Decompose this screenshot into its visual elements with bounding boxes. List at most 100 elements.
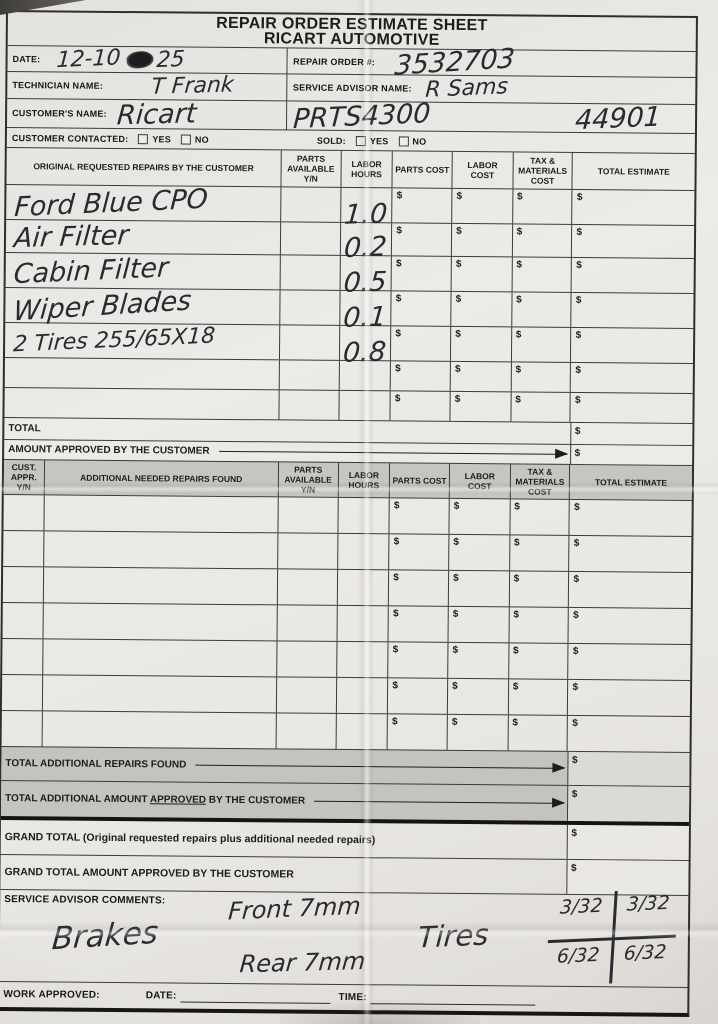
grand-total-row: GRAND TOTAL (Original requested repairs … (0, 815, 689, 860)
col-labor-hours: LABOR HOURS (337, 462, 390, 498)
dollar-sign: $ (452, 644, 459, 656)
dollar-sign: $ (392, 608, 399, 620)
dollar-sign: $ (393, 536, 400, 548)
tread-front-right: 3/32 (611, 888, 679, 938)
total-additional-approved-row: TOTAL ADDITIONAL AMOUNT APPROVED BY THE … (0, 779, 690, 822)
grand-total-approved-label: GRAND TOTAL AMOUNT APPROVED BY THE CUSTO… (4, 866, 294, 881)
sold-yes-checkbox (355, 135, 366, 146)
footer-time-label: TIME: (338, 991, 367, 1004)
handwritten-advisor-name: R Sams (424, 74, 510, 103)
dollar-sign: $ (452, 680, 458, 692)
total-additional-approved-cell: $ (566, 785, 690, 822)
grand-total-approved-row: GRAND TOTAL AMOUNT APPROVED BY THE CUSTO… (0, 853, 689, 895)
dollar-sign: $ (516, 226, 523, 238)
dollar-sign: $ (393, 500, 400, 512)
table-row: Air Filter 0.2 $ $ $ $ (5, 219, 695, 264)
service-advisor-comments: SERVICE ADVISOR COMMENTS: Brakes Front 7… (0, 888, 689, 987)
dollar-sign: $ (575, 394, 581, 407)
col-parts-available: PARTS AVAILABLE Y/N (280, 150, 341, 187)
dollar-sign: $ (513, 537, 520, 549)
sold-no-checkbox (398, 135, 409, 147)
table-row: $ $ $ $ (2, 601, 691, 644)
dollar-sign: $ (455, 328, 461, 340)
dollar-sign: $ (512, 717, 519, 729)
table-row: Ford Blue CPO 1.0 $ $ $ $ (6, 183, 695, 231)
col-original-repairs: ORIGINAL REQUESTED REPAIRS BY THE CUSTOM… (33, 161, 254, 174)
tread-front-left: 3/32 (559, 894, 604, 919)
dollar-sign: $ (395, 363, 401, 375)
table-row: $ $ $ $ (4, 387, 693, 424)
dollar-sign: $ (515, 394, 521, 406)
dollar-sign: $ (576, 259, 582, 272)
handwritten-date: 12-10 (55, 44, 122, 73)
dollar-sign: $ (573, 573, 580, 586)
work-approved-label: WORK APPROVED: (3, 989, 100, 1001)
original-table-header: ORIGINAL REQUESTED REPAIRS BY THE CUSTOM… (6, 147, 695, 191)
col-labor-cost: LABOR COST (448, 463, 510, 499)
total-label: TOTAL (8, 423, 41, 435)
dollar-sign: $ (395, 293, 402, 305)
handwritten-front-measurement: Front 7mm (227, 891, 362, 926)
dollar-sign: $ (391, 716, 398, 728)
time-signature-line (370, 991, 536, 1006)
dollar-sign: $ (576, 191, 583, 204)
dollar-sign: $ (396, 190, 403, 202)
contacted-no-checkbox (180, 134, 192, 145)
arrow-line-icon (314, 800, 564, 804)
col-parts-cost: PARTS COST (391, 151, 452, 188)
dollar-sign: $ (572, 717, 578, 730)
dollar-sign: $ (455, 258, 462, 270)
dollar-sign: $ (514, 501, 520, 513)
dollar-sign: $ (392, 644, 399, 656)
amount-approved-label: AMOUNT APPROVED BY THE CUSTOMER (8, 444, 210, 457)
handwritten-repair-description: Wiper Blades (12, 284, 193, 327)
handwritten-repair-description: 2 Tires 255/65X18 (12, 323, 216, 358)
grand-total-label: GRAND TOTAL (Original requested repairs … (4, 831, 376, 847)
dollar-sign: $ (455, 293, 462, 305)
table-row: $ $ $ $ (2, 637, 691, 680)
col-tax-materials: TAX & MATERIALS COST (512, 152, 573, 189)
dollar-sign: $ (516, 294, 522, 306)
dollar-sign: $ (571, 827, 577, 840)
total-amount-cell: $ (569, 422, 693, 446)
handwritten-number: 44901 (574, 100, 662, 136)
handwritten-technician-name: T Frank (150, 72, 235, 100)
no-label: NO (412, 136, 427, 147)
sold-label: SOLD: (316, 135, 346, 146)
dollar-sign: $ (574, 425, 581, 438)
dollar-sign: $ (576, 226, 583, 239)
dollar-sign: $ (575, 294, 582, 307)
handwritten-brakes: Brakes (50, 914, 160, 958)
arrow-line-icon (218, 450, 567, 455)
dollar-sign: $ (573, 537, 580, 550)
dollar-sign: $ (512, 645, 519, 657)
table-row: $ $ $ $ (2, 565, 692, 608)
dollar-sign: $ (515, 364, 522, 376)
dollar-sign: $ (396, 258, 402, 270)
dollar-sign: $ (454, 363, 461, 375)
dollar-sign: $ (453, 572, 459, 584)
dollar-sign: $ (516, 259, 523, 271)
col-additional-repairs: ADDITIONAL NEEDED REPAIRS FOUND (43, 460, 278, 497)
dollar-sign: $ (572, 645, 579, 658)
approved-amount-cell: $ (569, 444, 693, 466)
contacted-label: CUSTOMER CONTACTED: (11, 132, 129, 144)
handwritten-repair-description: Cabin Filter (12, 251, 170, 290)
date-label: DATE: (12, 53, 41, 64)
dollar-sign: $ (515, 329, 522, 341)
dollar-sign: $ (512, 681, 519, 693)
table-row: $ $ $ $ (3, 529, 692, 573)
col-labor-cost: LABOR COST (451, 151, 513, 189)
repair-order-form: REPAIR ORDER ESTIMATE SHEET RICART AUTOM… (0, 10, 698, 1018)
customer-row: CUSTOMER'S NAME: Ricart PRTS4300 44901 (6, 98, 696, 136)
date-signature-line (180, 990, 331, 1004)
dollar-sign: $ (451, 716, 458, 728)
comments-label: SERVICE ADVISOR COMMENTS: (4, 894, 166, 907)
total-additional-found-cell: $ (566, 751, 690, 786)
dollar-sign: $ (513, 573, 520, 585)
table-row: Cabin Filter 0.5 $ $ $ $ (5, 251, 694, 299)
handwritten-repair-description: Ford Blue CPO (13, 183, 209, 223)
dollar-sign: $ (392, 680, 398, 692)
handwritten-date-year: 25 (155, 46, 186, 73)
